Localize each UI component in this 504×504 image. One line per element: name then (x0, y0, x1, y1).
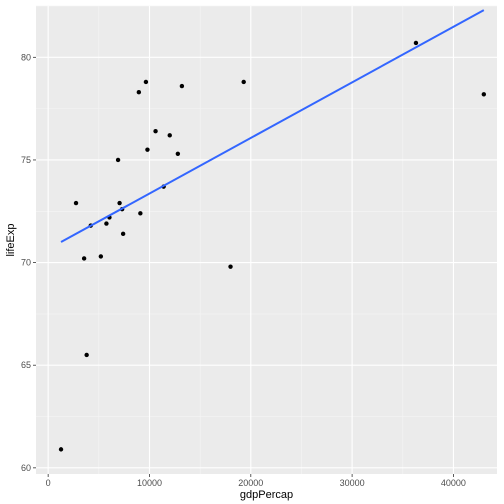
y-tick-label: 80 (21, 52, 31, 62)
major-grid-y (36, 56, 497, 469)
data-point (143, 79, 149, 85)
data-points (58, 40, 487, 452)
y-tick-label: 75 (21, 155, 31, 165)
x-tick-label: 30000 (340, 478, 365, 488)
y-axis-title: lifeExp (5, 223, 17, 256)
y-tick-label: 65 (21, 360, 31, 370)
minor-grid-y (36, 5, 497, 417)
data-point (145, 147, 150, 152)
data-point (73, 200, 79, 206)
data-point (120, 231, 126, 237)
data-point (81, 256, 87, 261)
data-point (136, 90, 142, 95)
y-axis-ticks: 60 65 70 75 80 (21, 52, 36, 473)
x-tick-label: 20000 (238, 478, 263, 488)
data-point (84, 352, 89, 358)
data-point (153, 129, 158, 134)
data-point (58, 447, 64, 452)
trend-line (60, 9, 485, 243)
plot-panel (36, 6, 497, 474)
data-point (481, 92, 487, 97)
x-tick-label: 0 (46, 478, 51, 488)
major-grid-x (47, 6, 454, 474)
data-point (167, 133, 172, 138)
x-tick-label: 10000 (137, 478, 162, 488)
data-point (138, 211, 143, 216)
data-point (241, 79, 246, 85)
x-axis-ticks: 0 10000 20000 30000 40000 (46, 474, 466, 488)
data-point (117, 200, 122, 206)
y-tick-label: 60 (21, 463, 31, 473)
data-point (179, 83, 185, 89)
data-point (115, 157, 121, 163)
minor-grid-x (98, 6, 404, 474)
x-tick-label: 40000 (441, 478, 466, 488)
data-point (413, 40, 419, 46)
x-axis-title: gdpPercap (240, 489, 293, 501)
y-tick-label: 70 (21, 258, 31, 268)
data-point (104, 221, 109, 226)
data-point (228, 264, 233, 269)
data-point (175, 151, 181, 156)
data-point (98, 254, 104, 259)
